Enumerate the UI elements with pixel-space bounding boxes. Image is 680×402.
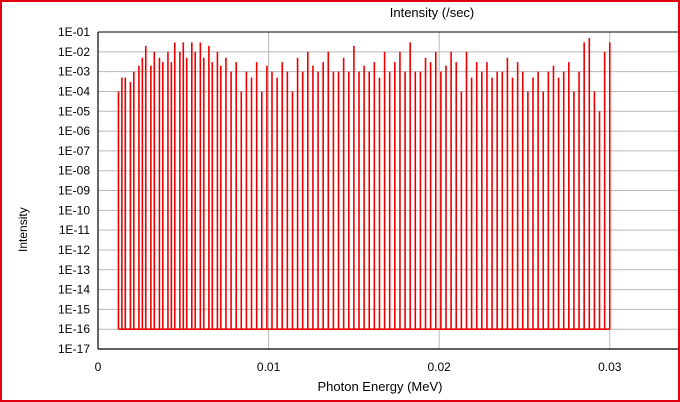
y-tick-label: 1E-03 — [58, 65, 90, 79]
grid-lines — [97, 31, 678, 350]
y-tick-label: 1E-09 — [58, 184, 90, 198]
y-tick-label: 1E-17 — [58, 342, 90, 356]
y-tick-label: 1E-14 — [58, 283, 90, 297]
x-tick-labels: 0 0.01 0.02 0.03 — [95, 360, 622, 374]
y-tick-label: 1E-05 — [58, 104, 90, 118]
y-tick-label: 1E-08 — [58, 164, 90, 178]
y-tick-label: 1E-06 — [58, 124, 90, 138]
axes — [97, 31, 678, 350]
chart-title: Intensity (/sec) — [389, 5, 475, 20]
y-tick-label: 1E-12 — [58, 243, 90, 257]
x-tick-label: 0.02 — [427, 360, 451, 374]
y-tick-label: 1E-07 — [58, 144, 90, 158]
x-tick-label: 0.03 — [598, 360, 622, 374]
y-tick-label: 1E-11 — [59, 223, 90, 237]
spectrum-bars — [117, 37, 611, 330]
y-tick-label: 1E-10 — [58, 203, 90, 217]
y-tick-label: 1E-15 — [58, 302, 90, 316]
y-tick-label: 1E-01 — [58, 25, 90, 39]
y-tick-label: 1E-16 — [58, 322, 90, 336]
x-tick-label: 0.01 — [257, 360, 281, 374]
y-tick-labels: 1E-01 1E-02 1E-03 1E-04 1E-05 1E-06 1E-07 1E-08… — [58, 25, 90, 356]
x-tick-label: 0 — [95, 360, 102, 374]
y-tick-label: 1E-04 — [58, 84, 90, 98]
x-axis-label: Photon Energy (MeV) — [317, 379, 443, 394]
y-tick-label: 1E-13 — [58, 263, 90, 277]
y-tick-label: 1E-02 — [58, 45, 90, 59]
